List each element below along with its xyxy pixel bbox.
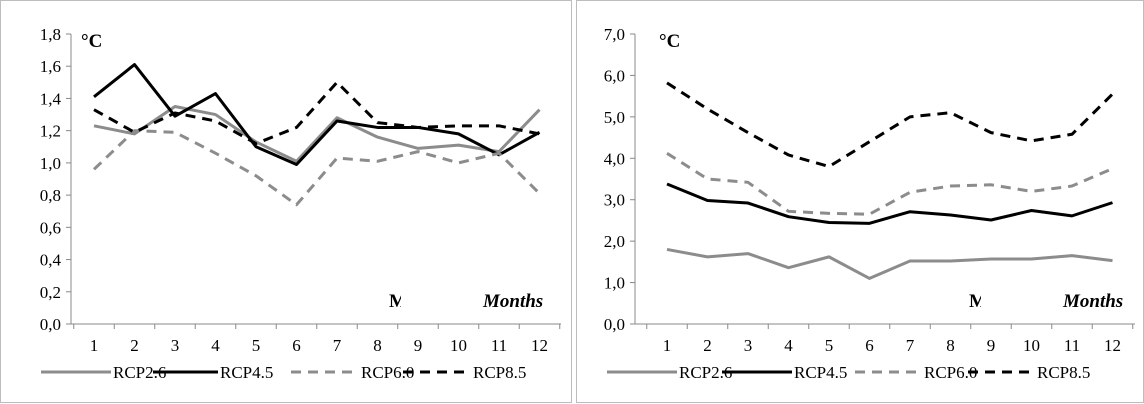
months-label: Months [482,291,543,312]
axis-word-partial: M [969,291,987,312]
chart-right: 0,01,02,03,04,05,06,07,01 2 3 4 5 6 7 8 9 10 11 12°… [604,25,1135,382]
x-tick-label: 10 [450,336,467,355]
series-line-rcp26 [93,105,541,163]
unit-label: °C [659,31,680,52]
x-tick-label: 1 [90,336,99,355]
series-line-rcp60 [92,129,541,207]
legend-label: RCP6.0 [361,363,414,382]
y-tick-label: 0,8 [40,186,61,205]
unit-label: °C [81,31,102,52]
x-tick-label: 1 [663,336,672,355]
y-tick-label: 1,0 [40,154,61,173]
legend-label: RCP2.6 [113,363,166,382]
x-tick-label: 5 [825,336,834,355]
x-tick-label: 11 [491,336,507,355]
series-line-rcp45 [666,182,1113,225]
y-tick-label: 1,8 [40,25,61,44]
legend-label: RCP4.5 [794,363,847,382]
series-line-rcp85 [93,80,540,146]
y-tick-label: 1,4 [40,89,62,108]
y-tick-label: 7,0 [604,25,625,44]
y-tick-label: 0,6 [40,218,61,237]
y-tick-label: 0,0 [604,315,625,334]
months-label: Months [1062,291,1123,312]
y-tick-label: 0,4 [40,251,62,270]
y-tick-label: 0,0 [40,315,61,334]
chart-panel-right: 0,0 1,0 2,0 3,0 4,0 5,0 6,0 7,0 1 2 3 4 5 6 7 8 9 10 11 12 °… [576,0,1144,403]
axis-word-partial: M [389,291,407,312]
x-tick-label: 3 [171,336,180,355]
x-tick-label: 9 [987,336,996,355]
x-tick-label: 7 [906,336,915,355]
y-tick-label: 3,0 [604,191,625,210]
x-tick-label: 4 [211,336,220,355]
x-tick-label: 9 [414,336,423,355]
legend-label: RCP6.0 [924,363,977,382]
y-tick-label: 4,0 [604,149,625,168]
series-line-rcp60 [666,152,1114,216]
x-tick-label: 12 [531,336,548,355]
series-line-rcp45 [93,63,541,166]
x-tick-label: 3 [744,336,753,355]
x-tick-label: 10 [1023,336,1040,355]
y-tick-label: 2,0 [604,232,625,251]
y-tick-label: 0,2 [40,283,61,302]
x-tick-label: 4 [784,336,793,355]
legend-label: RCP8.5 [473,363,526,382]
x-tick-label: 8 [946,336,955,355]
x-tick-label: 8 [373,336,382,355]
y-tick-label: 5,0 [604,108,625,127]
chart-panel-left: 0,0 0,2 0,4 0,6 0,8 1,0 1,2 1,4 1,6 1,8 1 2 3 4 5 6 7 8 9 1… [0,0,572,403]
y-tick-label: 6,0 [604,66,625,85]
x-tick-label: 7 [333,336,342,355]
x-tick-label: 2 [703,336,712,355]
legend-label: RCP2.6 [679,363,732,382]
series-line-rcp85 [666,81,1114,169]
series-line-rcp26 [666,247,1113,280]
x-tick-label: 5 [252,336,261,355]
x-tick-label: 12 [1104,336,1121,355]
x-tick-label: 11 [1064,336,1080,355]
x-tick-label: 2 [130,336,139,355]
legend-label: RCP8.5 [1037,363,1090,382]
legend-label: RCP4.5 [220,363,273,382]
x-tick-label: 6 [865,336,874,355]
y-tick-label: 1,0 [604,274,625,293]
y-tick-label: 1,2 [40,122,61,141]
chart-left: 0,00,20,40,60,81,01,21,41,61,81 2 3 4 5 6 7 8 9 1… [40,25,561,382]
x-tick-label: 6 [292,336,301,355]
y-tick-label: 1,6 [40,57,61,76]
